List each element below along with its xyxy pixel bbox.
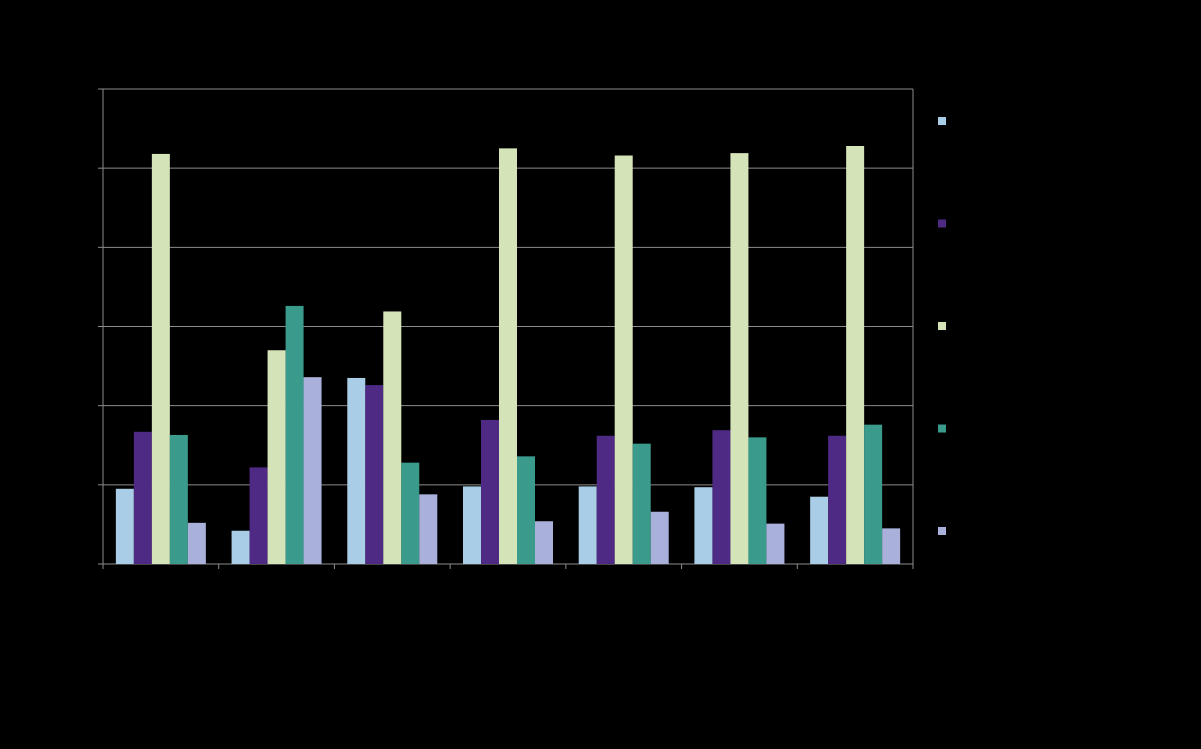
bar [694,487,713,564]
bar [481,419,499,564]
bar [187,522,206,564]
bar [846,146,865,564]
bar [365,385,384,564]
bar [285,305,304,564]
bar [712,430,731,564]
bar [766,523,785,564]
bar [151,153,170,564]
bar [517,456,535,564]
bar [748,437,767,564]
legend-swatch [938,527,946,535]
legend-swatch [938,322,946,330]
bar [535,521,553,564]
bar [882,528,901,564]
bar [231,530,250,564]
bar [730,153,749,564]
bar [632,443,651,564]
bar [596,435,615,564]
bar [614,155,633,564]
bar [249,467,268,564]
bar [267,350,286,564]
legend-swatch [938,117,946,125]
bar [810,496,829,564]
bar [401,462,420,564]
bar [499,148,517,564]
bar [463,486,481,564]
bar [303,377,322,564]
bar [828,435,847,564]
bar [650,511,669,564]
bar [115,488,134,564]
bar [578,486,597,564]
bar [169,434,188,564]
legend-swatch [938,219,946,228]
bar [383,311,402,564]
bar [347,377,366,564]
legend-swatch [938,424,946,433]
bar [133,431,152,564]
bar [864,424,883,564]
bar [419,494,438,564]
